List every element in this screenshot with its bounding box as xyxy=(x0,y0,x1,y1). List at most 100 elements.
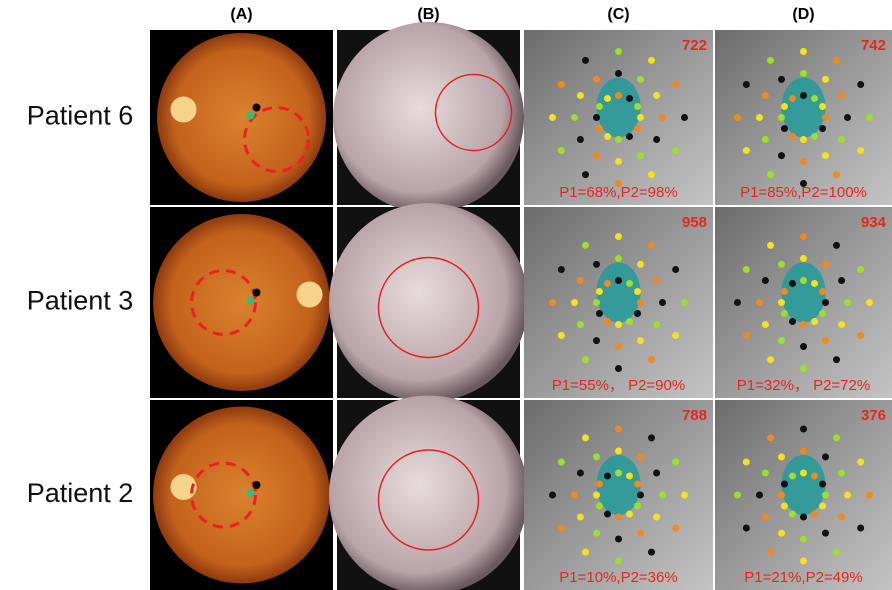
stimulus-dot xyxy=(822,152,829,159)
stimulus-dot xyxy=(838,92,845,99)
stimulus-dot xyxy=(838,514,845,521)
row-label: Patient 2 xyxy=(27,478,134,508)
stimulus-dot xyxy=(558,147,565,154)
stimulus-dot xyxy=(767,171,774,178)
stimulus-dot xyxy=(767,57,774,64)
score-label: 958 xyxy=(682,214,707,231)
stimulus-dot xyxy=(615,448,622,455)
fixation-cloud xyxy=(782,78,826,138)
stimulus-dot xyxy=(582,549,589,556)
optic-disc xyxy=(297,282,323,308)
stimulus-dot xyxy=(789,280,796,287)
stimulus-dot xyxy=(593,453,600,460)
stimulus-dot xyxy=(833,242,840,249)
optic-disc xyxy=(171,97,197,123)
stimulus-dot xyxy=(648,242,655,249)
stimulus-dot xyxy=(626,95,633,102)
stimulus-dot xyxy=(615,536,622,543)
stimulus-dot xyxy=(558,332,565,339)
stimulus-dot xyxy=(593,152,600,159)
stimulus-dot xyxy=(672,147,679,154)
stimulus-dot xyxy=(778,152,785,159)
stimulus-dot xyxy=(844,299,851,306)
stimulus-dot xyxy=(571,299,578,306)
stimulus-dot xyxy=(604,472,611,479)
stimulus-dot xyxy=(743,147,750,154)
stimulus-dot xyxy=(593,76,600,83)
stimulus-dot xyxy=(615,277,622,284)
stimulus-dot xyxy=(653,92,660,99)
stimulus-dot xyxy=(811,280,818,287)
stimulus-dot xyxy=(822,337,829,344)
stimulus-dot xyxy=(800,158,807,165)
stimulus-dot xyxy=(800,321,807,328)
stimulus-dot xyxy=(615,426,622,433)
stimulus-dot xyxy=(615,365,622,372)
stimulus-dot xyxy=(819,125,826,132)
stimulus-dot xyxy=(800,514,807,521)
stimulus-dot xyxy=(767,549,774,556)
stimulus-dot xyxy=(866,492,873,499)
stimulus-dot xyxy=(615,70,622,77)
stimulus-dot xyxy=(857,81,864,88)
stimulus-dot xyxy=(634,481,641,488)
stimulus-dot xyxy=(577,321,584,328)
stimulus-dot xyxy=(615,233,622,240)
stimulus-dot xyxy=(819,310,826,317)
stimulus-dot xyxy=(833,57,840,64)
fixation-stability: P1=85%,P2=100% xyxy=(740,184,867,201)
stimulus-dot xyxy=(615,158,622,165)
stimulus-dot xyxy=(659,492,666,499)
fixation-stability: P1=68%,P2=98% xyxy=(559,184,677,201)
stimulus-dot xyxy=(637,261,644,268)
stimulus-dot xyxy=(743,81,750,88)
stimulus-dot xyxy=(653,277,660,284)
stimulus-dot xyxy=(743,332,750,339)
stimulus-dot xyxy=(593,261,600,268)
stimulus-dot xyxy=(626,511,633,518)
stimulus-dot xyxy=(648,356,655,363)
stimulus-dot xyxy=(659,299,666,306)
stimulus-dot xyxy=(778,453,785,460)
figure: (A)(B)(C)(D)Patient 6722P1=68%,P2=98%742… xyxy=(0,0,892,590)
stimulus-dot xyxy=(756,492,763,499)
stimulus-dot xyxy=(615,343,622,350)
stimulus-dot xyxy=(593,114,600,121)
stimulus-dot xyxy=(637,152,644,159)
stimulus-dot xyxy=(615,136,622,143)
stimulus-dot xyxy=(819,503,826,510)
stimulus-dot xyxy=(822,530,829,537)
stimulus-dot xyxy=(743,266,750,273)
stimulus-dot xyxy=(844,114,851,121)
marker-green xyxy=(247,489,255,497)
score-label: 934 xyxy=(861,214,887,231)
stimulus-dot xyxy=(762,277,769,284)
stimulus-dot xyxy=(781,103,788,110)
fixation-cloud xyxy=(782,455,826,515)
stimulus-dot xyxy=(822,261,829,268)
stimulus-dot xyxy=(789,511,796,518)
stimulus-dot xyxy=(778,337,785,344)
stimulus-dot xyxy=(672,525,679,532)
stimulus-dot xyxy=(800,426,807,433)
stimulus-dot xyxy=(743,459,750,466)
stimulus-dot xyxy=(781,481,788,488)
stimulus-dot xyxy=(857,332,864,339)
stimulus-dot xyxy=(857,525,864,532)
stimulus-dot xyxy=(811,472,818,479)
stimulus-dot xyxy=(866,299,873,306)
stimulus-dot xyxy=(558,266,565,273)
stimulus-dot xyxy=(833,356,840,363)
stimulus-dot xyxy=(659,114,666,121)
column-label: (B) xyxy=(417,6,439,23)
stimulus-dot xyxy=(857,266,864,273)
fixation-stability: P1=55%， P2=90% xyxy=(552,377,685,394)
stimulus-dot xyxy=(833,549,840,556)
stimulus-dot xyxy=(615,92,622,99)
stimulus-dot xyxy=(604,133,611,140)
surgical-view xyxy=(329,396,528,590)
stimulus-dot xyxy=(582,171,589,178)
stimulus-dot xyxy=(615,470,622,477)
stimulus-dot xyxy=(653,136,660,143)
stimulus-dot xyxy=(781,310,788,317)
